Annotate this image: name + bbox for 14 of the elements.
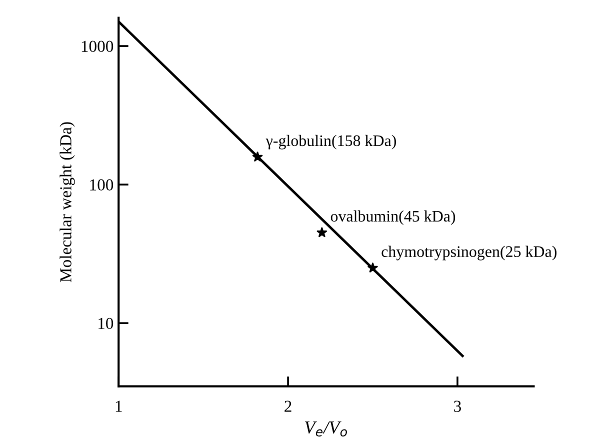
y-axis-title: Molecular weight (kDa) bbox=[60, 122, 75, 282]
annotation: chymotrypsinogen(25 kDa) bbox=[382, 246, 556, 260]
x-tick-label: 3 bbox=[454, 400, 461, 412]
y-tick-label: 10 bbox=[98, 318, 114, 330]
x-axis-title: V$_{e}$/V$_{o}$ bbox=[305, 421, 347, 436]
point bbox=[316, 227, 328, 238]
point bbox=[368, 262, 378, 272]
x-tick-label: 2 bbox=[284, 400, 292, 412]
x-tick-label: 1 bbox=[116, 400, 122, 412]
point bbox=[252, 152, 263, 162]
y-tick-label: 1000 bbox=[82, 40, 114, 52]
annotation: ovalbumin(45 kDa) bbox=[330, 210, 456, 225]
y-tick-label: 100 bbox=[90, 179, 114, 191]
annotation: γ-globulin(158 kDa) bbox=[266, 134, 396, 150]
